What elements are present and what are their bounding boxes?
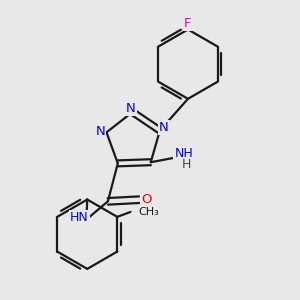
Text: CH₃: CH₃	[138, 207, 159, 217]
Text: N: N	[126, 102, 136, 115]
Text: F: F	[184, 17, 192, 30]
Text: NH: NH	[174, 148, 193, 160]
Text: N: N	[159, 121, 169, 134]
Text: N: N	[96, 125, 105, 138]
Text: O: O	[141, 193, 152, 206]
Text: H: H	[182, 158, 191, 171]
Text: HN: HN	[70, 212, 88, 224]
